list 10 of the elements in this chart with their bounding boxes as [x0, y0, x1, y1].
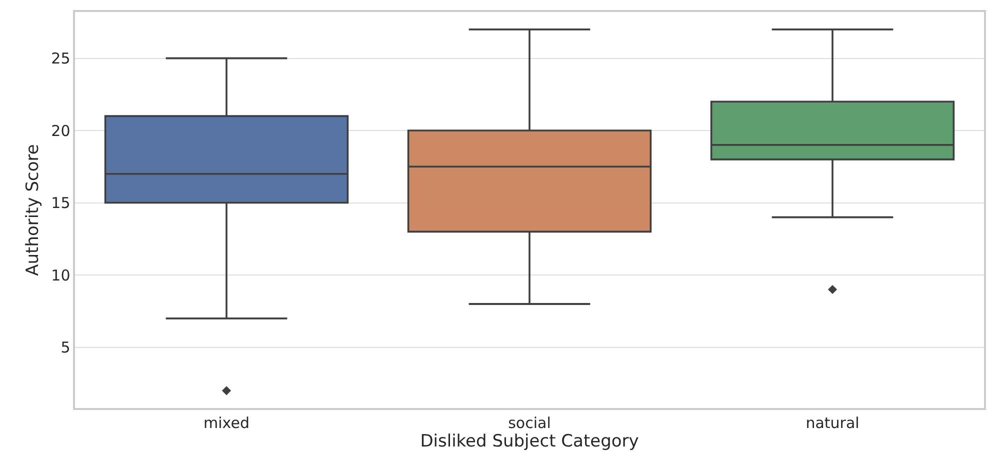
y-tick-label: 15 [51, 194, 70, 212]
y-axis-title: Authority Score [23, 144, 44, 276]
y-tick-label: 10 [51, 266, 70, 284]
y-tick-label: 5 [60, 338, 70, 357]
y-tick-label: 20 [51, 122, 70, 140]
x-tick-label: mixed [204, 414, 250, 432]
x-tick-label: social [508, 414, 551, 432]
x-axis-title: Disliked Subject Category [420, 432, 639, 452]
x-tick-label: natural [806, 414, 860, 432]
y-tick-label: 25 [51, 50, 70, 68]
